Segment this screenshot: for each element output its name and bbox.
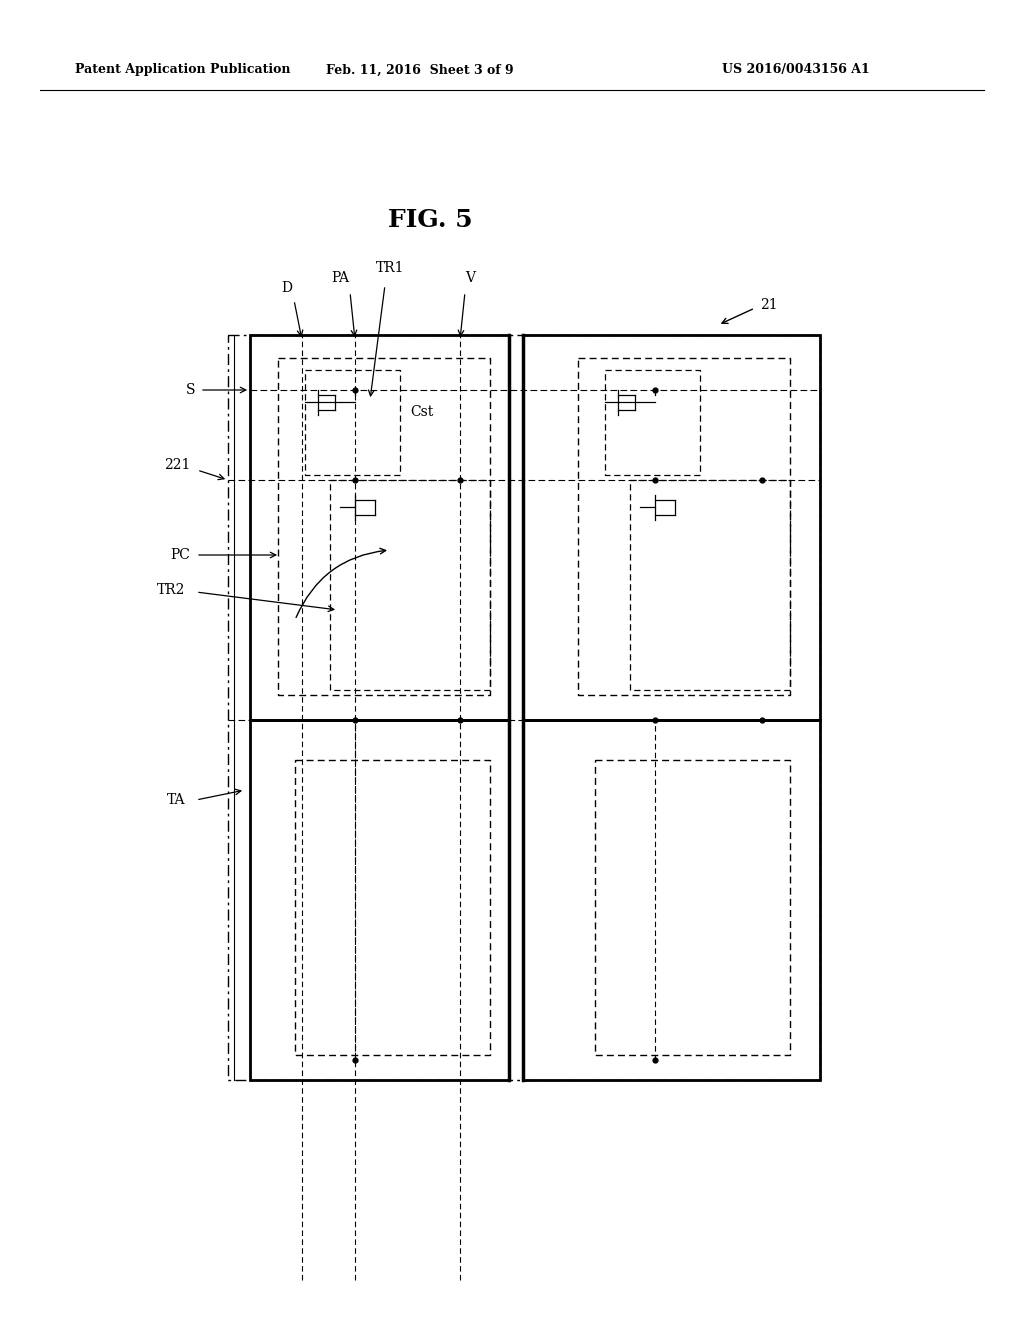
Bar (250, 335, 509, 719)
Text: 221: 221 (164, 458, 190, 473)
Text: S: S (185, 383, 195, 397)
Text: Cst: Cst (410, 405, 433, 418)
Bar (523, 335, 820, 719)
Text: FIG. 5: FIG. 5 (388, 209, 472, 232)
Bar (250, 719, 509, 1080)
Bar (523, 719, 820, 1080)
Text: TA: TA (167, 793, 185, 807)
Text: Patent Application Publication: Patent Application Publication (75, 63, 291, 77)
Text: Feb. 11, 2016  Sheet 3 of 9: Feb. 11, 2016 Sheet 3 of 9 (327, 63, 514, 77)
Text: 21: 21 (760, 298, 777, 312)
Text: TR1: TR1 (376, 261, 404, 275)
Text: US 2016/0043156 A1: US 2016/0043156 A1 (722, 63, 870, 77)
Text: V: V (465, 271, 475, 285)
Text: D: D (282, 281, 293, 294)
Text: PC: PC (170, 548, 190, 562)
Text: TR2: TR2 (157, 583, 185, 597)
Text: PA: PA (331, 271, 349, 285)
